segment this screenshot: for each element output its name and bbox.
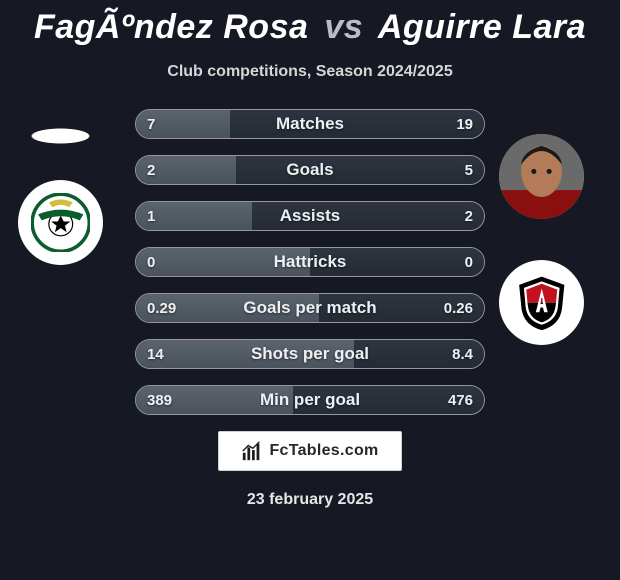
stat-value-right: 476 [448, 385, 473, 415]
stat-bar-bg [135, 201, 485, 231]
vs-separator: vs [324, 8, 363, 46]
stat-bar-bg [135, 109, 485, 139]
stat-bar-left-fill [136, 340, 354, 368]
stat-row: Matches719 [135, 109, 485, 139]
stat-bar-bg [135, 293, 485, 323]
stat-value-right: 8.4 [452, 339, 473, 369]
stat-value-left: 0.29 [147, 293, 176, 323]
stat-bars: Matches719Goals25Assists12Hattricks00Goa… [135, 109, 485, 415]
stat-value-left: 1 [147, 201, 155, 231]
subtitle: Club competitions, Season 2024/2025 [0, 63, 620, 81]
stat-value-right: 2 [465, 201, 473, 231]
stat-bar-right-fill [230, 110, 484, 138]
stat-row: Goals per match0.290.26 [135, 293, 485, 323]
stat-bar-bg [135, 339, 485, 369]
stat-row: Assists12 [135, 201, 485, 231]
stat-bar-right-fill [236, 156, 484, 184]
stat-row: Shots per goal148.4 [135, 339, 485, 369]
stat-value-right: 5 [465, 155, 473, 185]
stats-section: Matches719Goals25Assists12Hattricks00Goa… [0, 109, 620, 509]
stat-value-left: 0 [147, 247, 155, 277]
stat-bar-bg [135, 385, 485, 415]
stat-bar-bg [135, 247, 485, 277]
stat-value-left: 389 [147, 385, 172, 415]
stat-bar-right-fill [310, 248, 484, 276]
stat-value-right: 19 [456, 109, 473, 139]
fctables-text: FcTables.com [269, 442, 378, 460]
stat-row: Min per goal389476 [135, 385, 485, 415]
stat-row: Hattricks00 [135, 247, 485, 277]
stat-value-left: 2 [147, 155, 155, 185]
stat-value-left: 7 [147, 109, 155, 139]
stat-bar-left-fill [136, 248, 310, 276]
stat-value-right: 0 [465, 247, 473, 277]
player1-name: FagÃºndez Rosa [34, 8, 308, 46]
comparison-date: 23 february 2025 [0, 491, 620, 509]
stat-value-left: 14 [147, 339, 164, 369]
bar-chart-icon [241, 440, 263, 462]
stat-bar-right-fill [252, 202, 484, 230]
stat-value-right: 0.26 [444, 293, 473, 323]
fctables-logo[interactable]: FcTables.com [218, 431, 402, 471]
comparison-title: FagÃºndez Rosa vs Aguirre Lara [0, 0, 620, 47]
stat-bar-bg [135, 155, 485, 185]
player2-name: Aguirre Lara [378, 8, 586, 46]
stat-row: Goals25 [135, 155, 485, 185]
